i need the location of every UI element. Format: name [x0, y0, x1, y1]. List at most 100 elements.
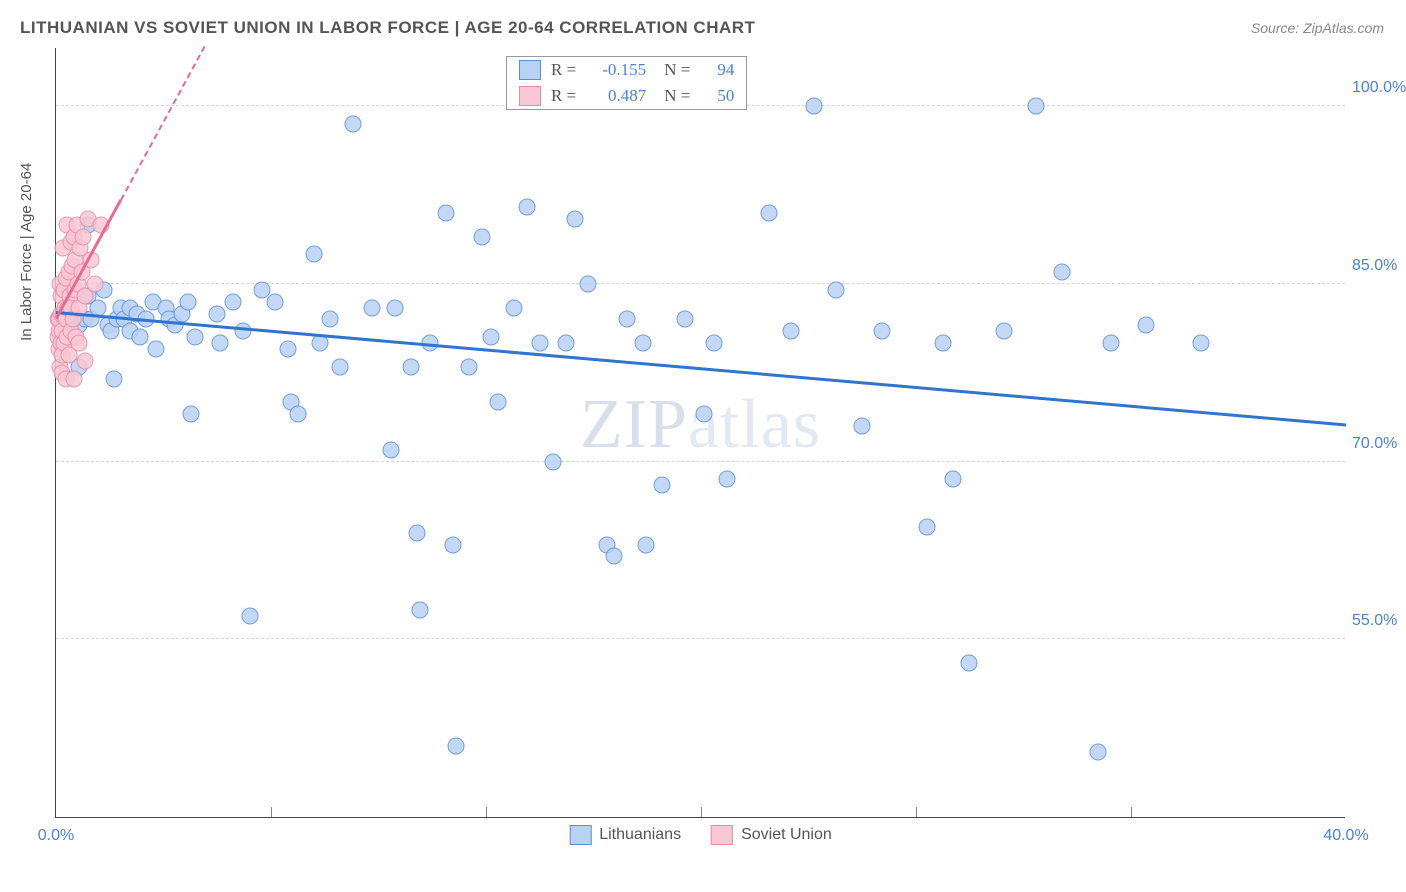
scatter-point	[438, 204, 455, 221]
plot-area: ZIPatlas 55.0%70.0%85.0%100.0%0.0%40.0%R…	[55, 48, 1345, 818]
n-value: 50	[700, 86, 734, 106]
scatter-point	[1054, 264, 1071, 281]
scatter-point	[505, 299, 522, 316]
scatter-point	[567, 210, 584, 227]
scatter-point	[918, 518, 935, 535]
scatter-point	[934, 335, 951, 352]
y-tick-label: 70.0%	[1352, 435, 1406, 453]
scatter-point	[77, 352, 94, 369]
scatter-point	[473, 228, 490, 245]
scatter-point	[960, 655, 977, 672]
r-label: R =	[551, 86, 576, 106]
scatter-point	[618, 311, 635, 328]
scatter-point	[180, 293, 197, 310]
scatter-point	[760, 204, 777, 221]
x-tick-label: 40.0%	[1323, 827, 1368, 845]
scatter-point	[386, 299, 403, 316]
scatter-point	[86, 275, 103, 292]
scatter-point	[557, 335, 574, 352]
chart-title: LITHUANIAN VS SOVIET UNION IN LABOR FORC…	[20, 18, 755, 38]
chart-source: Source: ZipAtlas.com	[1251, 20, 1384, 36]
scatter-point	[267, 293, 284, 310]
scatter-point	[75, 228, 92, 245]
gridline-h	[56, 283, 1345, 284]
scatter-point	[402, 358, 419, 375]
gridline-h	[56, 461, 1345, 462]
scatter-point	[212, 335, 229, 352]
scatter-point	[544, 453, 561, 470]
scatter-point	[1028, 98, 1045, 115]
scatter-point	[241, 607, 258, 624]
gridline-h	[56, 638, 1345, 639]
scatter-point	[444, 536, 461, 553]
scatter-point	[289, 406, 306, 423]
legend-swatch	[569, 825, 591, 845]
scatter-point	[1192, 335, 1209, 352]
series-swatch	[519, 60, 541, 80]
scatter-point	[828, 281, 845, 298]
series-swatch	[519, 86, 541, 106]
scatter-point	[634, 335, 651, 352]
scatter-point	[183, 406, 200, 423]
scatter-point	[383, 441, 400, 458]
scatter-point	[1102, 335, 1119, 352]
scatter-point	[605, 548, 622, 565]
r-value: -0.155	[586, 60, 646, 80]
gridline-v	[486, 807, 487, 817]
watermark: ZIPatlas	[580, 385, 821, 465]
stats-row: R = 0.487 N = 50	[507, 83, 746, 109]
legend-item: Lithuanians	[569, 825, 681, 845]
scatter-point	[1089, 743, 1106, 760]
scatter-point	[186, 329, 203, 346]
gridline-v	[701, 807, 702, 817]
scatter-point	[131, 329, 148, 346]
gridline-v	[1131, 807, 1132, 817]
gridline-v	[916, 807, 917, 817]
legend: Lithuanians Soviet Union	[569, 825, 832, 845]
scatter-point	[996, 323, 1013, 340]
legend-label: Lithuanians	[599, 826, 681, 844]
trend-line-dash	[120, 46, 206, 201]
scatter-point	[344, 116, 361, 133]
scatter-point	[944, 471, 961, 488]
scatter-point	[412, 601, 429, 618]
scatter-point	[409, 524, 426, 541]
scatter-point	[364, 299, 381, 316]
scatter-point	[106, 370, 123, 387]
scatter-point	[312, 335, 329, 352]
scatter-point	[322, 311, 339, 328]
scatter-point	[489, 394, 506, 411]
scatter-point	[696, 406, 713, 423]
scatter-point	[306, 246, 323, 263]
r-label: R =	[551, 60, 576, 80]
scatter-point	[209, 305, 226, 322]
scatter-point	[531, 335, 548, 352]
legend-swatch	[711, 825, 733, 845]
scatter-point	[718, 471, 735, 488]
legend-item: Soviet Union	[711, 825, 832, 845]
scatter-point	[235, 323, 252, 340]
n-label: N =	[664, 60, 690, 80]
y-tick-label: 55.0%	[1352, 612, 1406, 630]
y-tick-label: 100.0%	[1352, 79, 1406, 97]
scatter-point	[65, 370, 82, 387]
scatter-point	[580, 275, 597, 292]
scatter-point	[225, 293, 242, 310]
stats-row: R = -0.155 N = 94	[507, 57, 746, 83]
scatter-point	[280, 341, 297, 358]
legend-label: Soviet Union	[741, 826, 832, 844]
r-value: 0.487	[586, 86, 646, 106]
x-tick-label: 0.0%	[38, 827, 74, 845]
scatter-point	[676, 311, 693, 328]
scatter-point	[70, 335, 87, 352]
n-value: 94	[700, 60, 734, 80]
stats-legend: R = -0.155 N = 94 R = 0.487 N = 50	[506, 56, 747, 110]
scatter-point	[805, 98, 822, 115]
scatter-point	[1138, 317, 1155, 334]
gridline-v	[271, 807, 272, 817]
scatter-point	[460, 358, 477, 375]
scatter-point	[447, 737, 464, 754]
n-label: N =	[664, 86, 690, 106]
y-axis-title: In Labor Force | Age 20-64	[18, 163, 35, 341]
scatter-point	[518, 198, 535, 215]
